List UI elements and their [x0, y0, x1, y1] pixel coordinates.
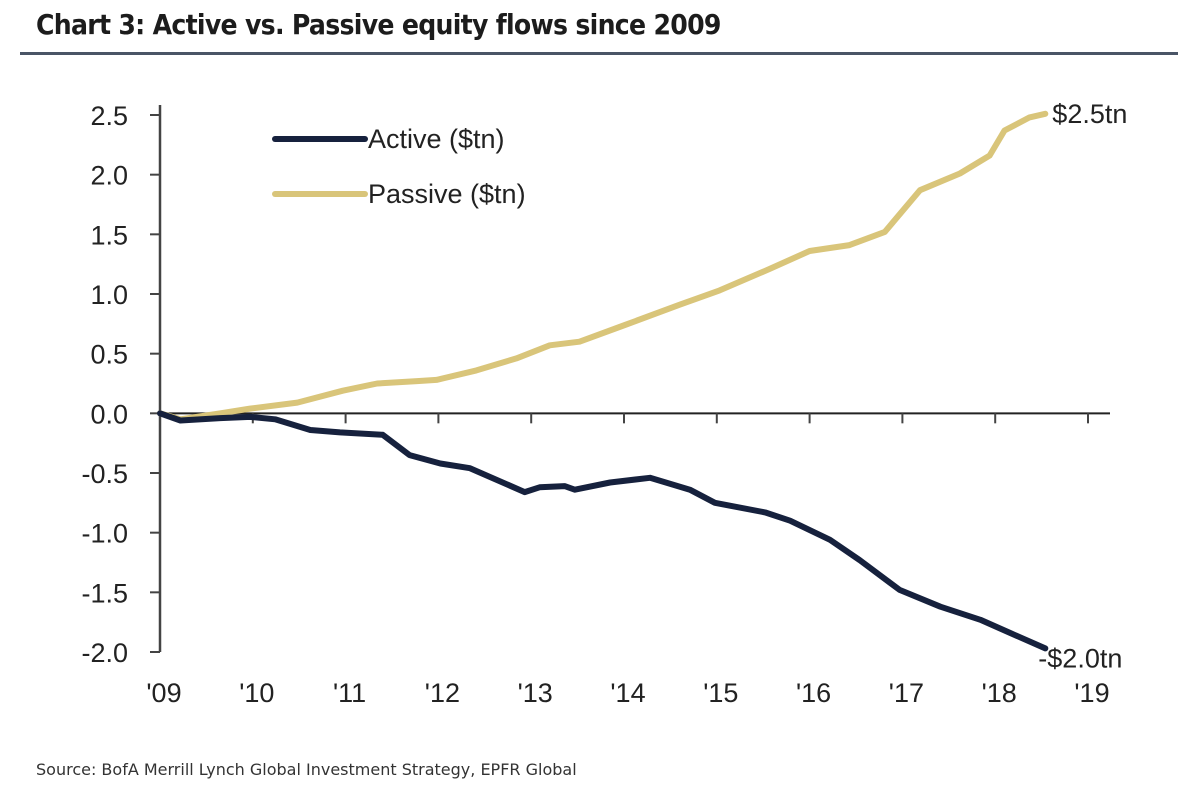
- title-rule: [20, 52, 1178, 55]
- y-tick-label: 2.5: [90, 101, 128, 131]
- x-tick-label: '13: [518, 678, 553, 708]
- y-tick-label: -1.5: [81, 578, 128, 608]
- end-label-passive: $2.5tn: [1052, 99, 1127, 129]
- series-line-passive: [157, 110, 1049, 423]
- x-tick-label: '16: [796, 678, 831, 708]
- x-tick-label: '14: [610, 678, 645, 708]
- series-line-active: [157, 410, 1049, 652]
- x-tick-label: '15: [703, 678, 738, 708]
- y-tick-label: 2.0: [90, 161, 128, 191]
- y-tick-label: -1.0: [81, 519, 128, 549]
- x-tick-label: '10: [239, 678, 274, 708]
- x-tick-label: '18: [982, 678, 1017, 708]
- axes: 2.5 2.0 1.5 1.0 0.5 0.0 -0.5 -1.0 -1.5 -2.0 '09 '10…: [81, 101, 1110, 708]
- x-tick-label: '11: [333, 678, 366, 708]
- x-tick-label: '09: [146, 678, 181, 708]
- x-tick-label: '12: [425, 678, 460, 708]
- x-tick-label: '17: [889, 678, 924, 708]
- source-note: Source: BofA Merrill Lynch Global Invest…: [36, 760, 577, 779]
- series-layer: [157, 110, 1049, 652]
- legend: Active ($tn) Passive ($tn): [272, 124, 526, 209]
- y-tick-label: 1.0: [90, 280, 128, 310]
- x-tick-label: '19: [1074, 678, 1109, 708]
- end-label-active: -$2.0tn: [1038, 643, 1122, 673]
- y-tick-label: -0.5: [81, 459, 128, 489]
- legend-label-passive: Passive ($tn): [368, 179, 526, 209]
- y-tick-label: 0.5: [90, 340, 128, 370]
- y-tick-label: 0.0: [90, 399, 128, 429]
- chart-title: Chart 3: Active vs. Passive equity flows…: [36, 8, 721, 41]
- y-tick-label: -2.0: [81, 638, 128, 668]
- y-tick-label: 1.5: [90, 220, 128, 250]
- legend-label-active: Active ($tn): [368, 124, 505, 154]
